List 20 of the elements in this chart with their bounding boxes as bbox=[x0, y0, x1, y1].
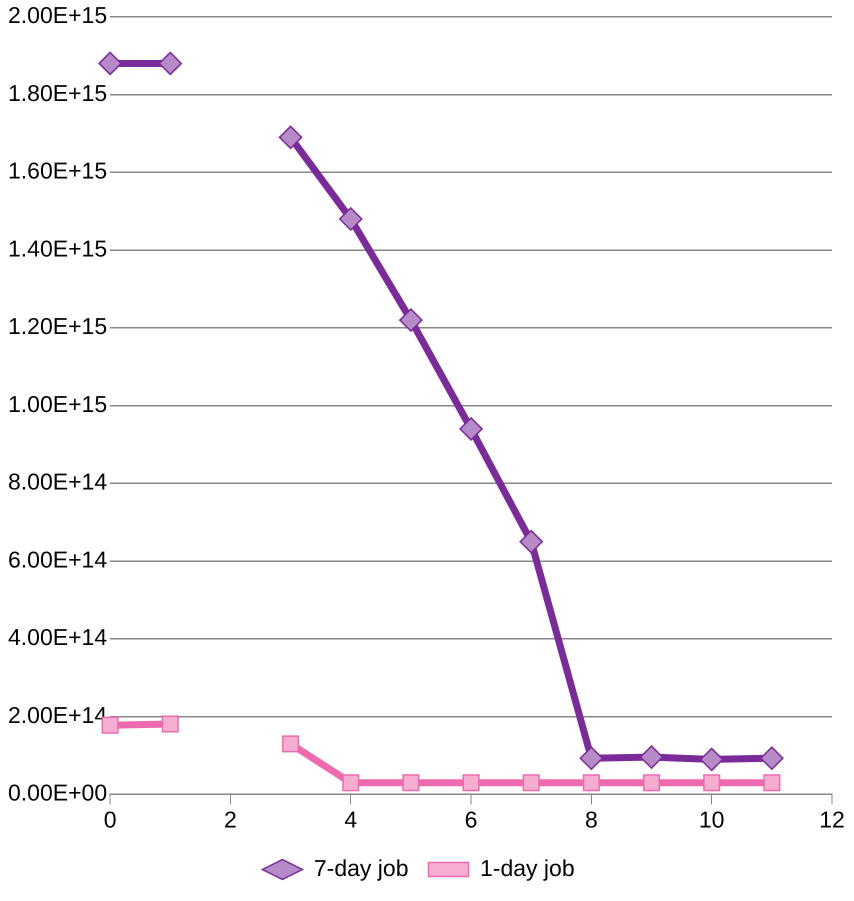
y-tick-label: 1.00E+15 bbox=[8, 390, 108, 417]
x-tick-label: 4 bbox=[344, 806, 358, 833]
x-tick-label: 10 bbox=[698, 806, 724, 833]
y-tick-label: 1.80E+15 bbox=[8, 80, 108, 106]
y-tick-label: 8.00E+14 bbox=[8, 468, 108, 495]
x-tick-label: 8 bbox=[584, 806, 598, 833]
legend-label: 1-day job bbox=[480, 854, 575, 881]
x-tick-label: 12 bbox=[819, 806, 845, 833]
y-tick-label: 0.00E+00 bbox=[8, 780, 108, 806]
x-tick-label: 0 bbox=[104, 806, 117, 833]
y-tick-label: 2.00E+15 bbox=[8, 2, 108, 28]
y-tick-label: 2.00E+14 bbox=[8, 702, 108, 728]
x-tick-label: 6 bbox=[464, 806, 478, 833]
y-tick-label: 1.40E+15 bbox=[8, 235, 108, 262]
y-tick-label: 1.20E+15 bbox=[8, 313, 108, 340]
x-tick-label: 2 bbox=[224, 806, 237, 833]
y-tick-label: 4.00E+14 bbox=[8, 624, 108, 650]
y-tick-label: 6.00E+14 bbox=[8, 546, 108, 572]
legend-label: 7-day job bbox=[314, 854, 409, 881]
y-tick-label: 1.60E+15 bbox=[8, 158, 108, 184]
